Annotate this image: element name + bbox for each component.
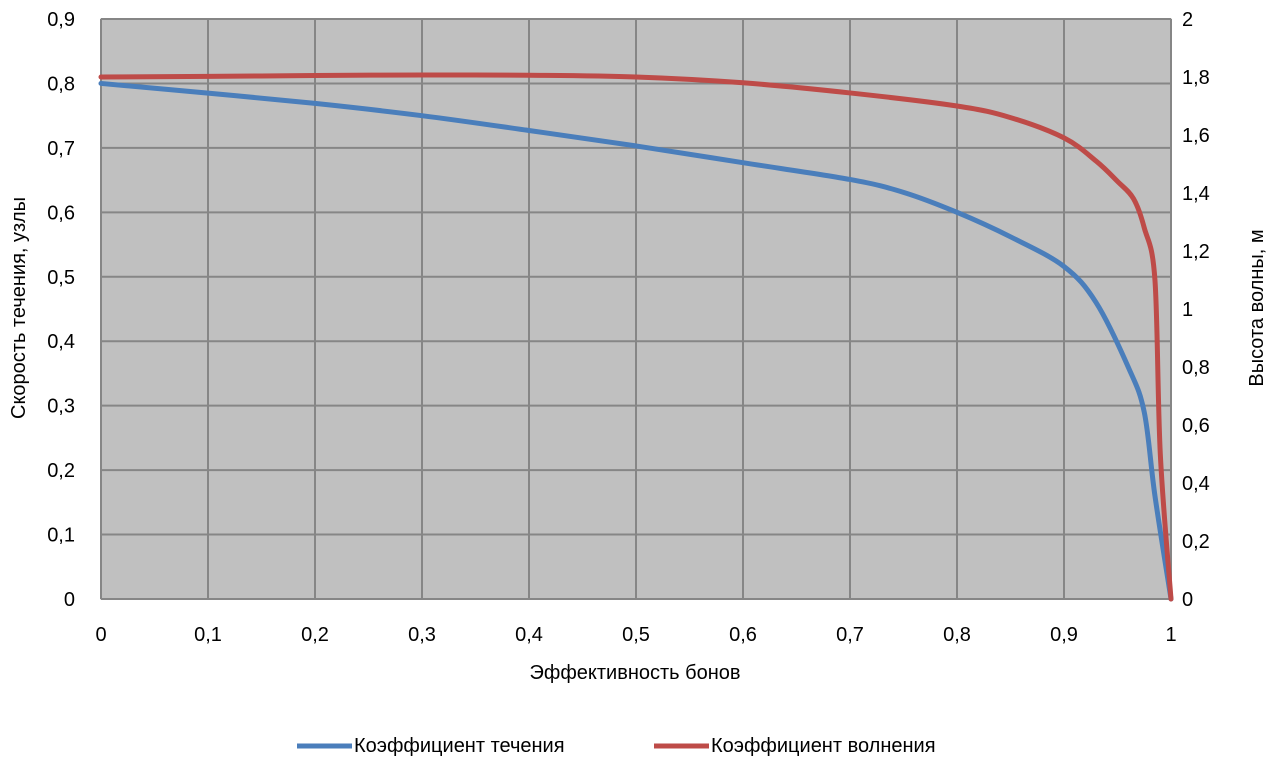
- y2-tick-label: 0,8: [1182, 357, 1210, 379]
- legend-label-wave: Коэффициент волнения: [711, 735, 936, 757]
- y2-tick-label: 1: [1182, 299, 1193, 321]
- y2-tick-label: 0,2: [1182, 531, 1210, 553]
- y-tick-label: 0,5: [47, 267, 75, 289]
- series-line-current: [98, 80, 1174, 602]
- x-tick-label: 0,4: [515, 624, 543, 646]
- x-tick-label: 0,7: [836, 624, 864, 646]
- y-tick-label: 0,2: [47, 460, 75, 482]
- series-line-wave: [98, 72, 1174, 602]
- y-axis-label: Скорость течения, узлы: [8, 197, 30, 419]
- y-tick-label: 0,3: [47, 396, 75, 418]
- y-tick-label: 0,6: [47, 202, 75, 224]
- y2-tick-label: 0,6: [1182, 415, 1210, 437]
- y-tick-label: 0,4: [47, 331, 75, 353]
- y2-axis-label: Высота волны, м: [1246, 229, 1268, 386]
- x-tick-label: 0,1: [194, 624, 222, 646]
- y-tick-label: 0,9: [47, 9, 75, 31]
- y2-tick-label: 0: [1182, 589, 1193, 611]
- series-group: [98, 72, 1174, 602]
- y-tick-label: 0,7: [47, 138, 75, 160]
- y-tick-label: 0: [64, 589, 75, 611]
- y2-tick-label: 1,2: [1182, 241, 1210, 263]
- x-tick-label: 0,2: [301, 624, 329, 646]
- y2-tick-label: 1,4: [1182, 183, 1210, 205]
- y2-tick-label: 0,4: [1182, 473, 1210, 495]
- x-tick-label: 0,9: [1050, 624, 1078, 646]
- x-tick-label: 0,6: [729, 624, 757, 646]
- x-axis-label: Эффективность бонов: [529, 662, 740, 684]
- x-tick-label: 1: [1165, 624, 1176, 646]
- x-tick-label: 0,8: [943, 624, 971, 646]
- y-tick-label: 0,8: [47, 73, 75, 95]
- y2-tick-label: 1,6: [1182, 125, 1210, 147]
- y2-tick-label: 1,8: [1182, 67, 1210, 89]
- y-tick-label: 0,1: [47, 525, 75, 547]
- x-tick-label: 0,3: [408, 624, 436, 646]
- x-tick-label: 0: [95, 624, 106, 646]
- legend-label-current: Коэффициент течения: [354, 735, 565, 757]
- legend: Коэффициент течения Коэффициент волнения: [297, 735, 936, 757]
- y2-tick-label: 2: [1182, 9, 1193, 31]
- x-tick-label: 0,5: [622, 624, 650, 646]
- tick-labels: 0 0,1 0,2 0,3 0,4 0,5 0,6 0,7 0,8 0,9 100,10,20,30…: [47, 9, 1210, 646]
